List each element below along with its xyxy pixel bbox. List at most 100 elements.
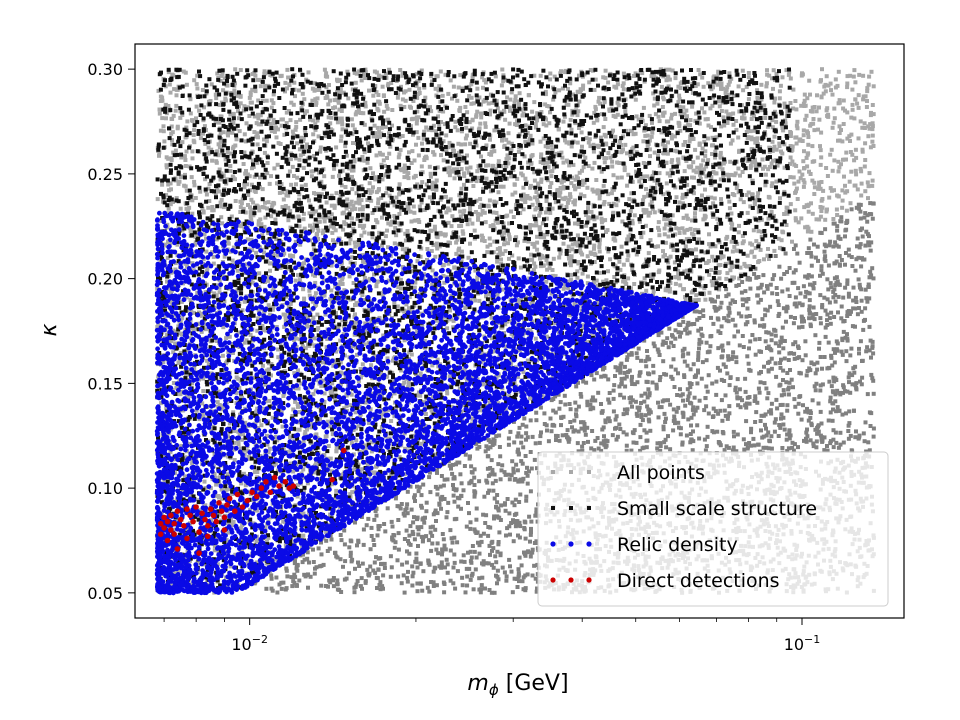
- point-all: [376, 527, 381, 532]
- point-all: [242, 132, 247, 137]
- point-all: [301, 211, 306, 216]
- point-all: [364, 523, 369, 528]
- point-all: [530, 573, 535, 578]
- point-all: [452, 149, 456, 153]
- point-all: [377, 130, 382, 134]
- point-all: [634, 252, 639, 257]
- point-all: [691, 362, 696, 367]
- point-all: [369, 525, 374, 530]
- point-all: [218, 200, 223, 205]
- point-all: [858, 119, 863, 124]
- point-all: [489, 149, 494, 154]
- point-all: [703, 396, 708, 400]
- point-all: [833, 430, 838, 435]
- point-all: [428, 174, 433, 179]
- point-all: [611, 210, 616, 215]
- point-all: [342, 528, 347, 533]
- point-all: [302, 299, 306, 304]
- point-all: [505, 497, 510, 501]
- point-all: [273, 434, 278, 439]
- point-all: [367, 231, 372, 236]
- point-all: [381, 158, 386, 163]
- point-all: [640, 418, 645, 423]
- point-all: [396, 155, 401, 160]
- point-all: [782, 427, 787, 432]
- point-all: [852, 68, 857, 73]
- point-all: [851, 74, 856, 79]
- point-all: [628, 209, 633, 213]
- point-all: [443, 72, 448, 77]
- point-all: [382, 268, 387, 273]
- point-all: [299, 184, 304, 189]
- point-all: [758, 297, 763, 302]
- point-all: [769, 332, 774, 337]
- point-all: [417, 204, 422, 209]
- point-all: [247, 114, 252, 118]
- point-all: [178, 224, 183, 229]
- point-all: [219, 487, 224, 492]
- point-all: [696, 328, 701, 333]
- point-all: [700, 146, 705, 151]
- point-all: [528, 450, 533, 454]
- point-all: [755, 195, 760, 199]
- point-all: [670, 68, 675, 73]
- point-all: [735, 377, 740, 382]
- point-all: [749, 147, 754, 152]
- point-all: [212, 471, 217, 476]
- point-all: [220, 221, 225, 226]
- point-all: [412, 515, 416, 520]
- point-all: [380, 177, 385, 182]
- point-all: [431, 580, 436, 585]
- point-all: [748, 264, 752, 269]
- point-all: [576, 404, 581, 409]
- point-all: [815, 360, 820, 365]
- point-all: [548, 416, 553, 421]
- point-all: [805, 152, 810, 157]
- point-all: [592, 217, 597, 222]
- point-all: [786, 387, 791, 392]
- point-all: [369, 317, 374, 322]
- point-all: [338, 85, 343, 90]
- point-all: [871, 276, 876, 281]
- point-all: [415, 484, 419, 489]
- point-all: [217, 189, 222, 194]
- point-all: [271, 251, 276, 256]
- point-all: [435, 486, 440, 491]
- point-all: [791, 106, 796, 111]
- point-all: [460, 158, 465, 163]
- point-all: [512, 440, 517, 445]
- point-all: [322, 67, 327, 72]
- point-all: [483, 124, 488, 129]
- point-all: [731, 111, 736, 116]
- point-all: [787, 380, 792, 385]
- point-all: [869, 372, 874, 377]
- point-all: [774, 374, 779, 379]
- point-all: [405, 579, 410, 584]
- point-all: [525, 465, 529, 470]
- point-all: [786, 446, 791, 451]
- point-all: [399, 502, 404, 506]
- point-all: [626, 253, 631, 258]
- point-all: [741, 345, 746, 349]
- point-all: [316, 191, 321, 196]
- point-all: [329, 203, 334, 208]
- point-all: [429, 249, 434, 253]
- point-all: [329, 212, 334, 217]
- point-all: [549, 174, 554, 179]
- point-all: [266, 455, 271, 460]
- point-all: [280, 117, 285, 122]
- point-all: [419, 68, 424, 73]
- point-all: [774, 147, 779, 152]
- point-all: [375, 134, 380, 139]
- point-all: [497, 530, 502, 535]
- point-all: [673, 328, 678, 333]
- point-all: [868, 122, 873, 127]
- point-all: [166, 206, 171, 211]
- point-all: [832, 379, 837, 384]
- point-all: [334, 145, 339, 150]
- point-all: [523, 553, 528, 558]
- point-all: [568, 258, 573, 263]
- point-all: [482, 210, 487, 215]
- point-all: [480, 287, 485, 292]
- point-all: [263, 328, 268, 333]
